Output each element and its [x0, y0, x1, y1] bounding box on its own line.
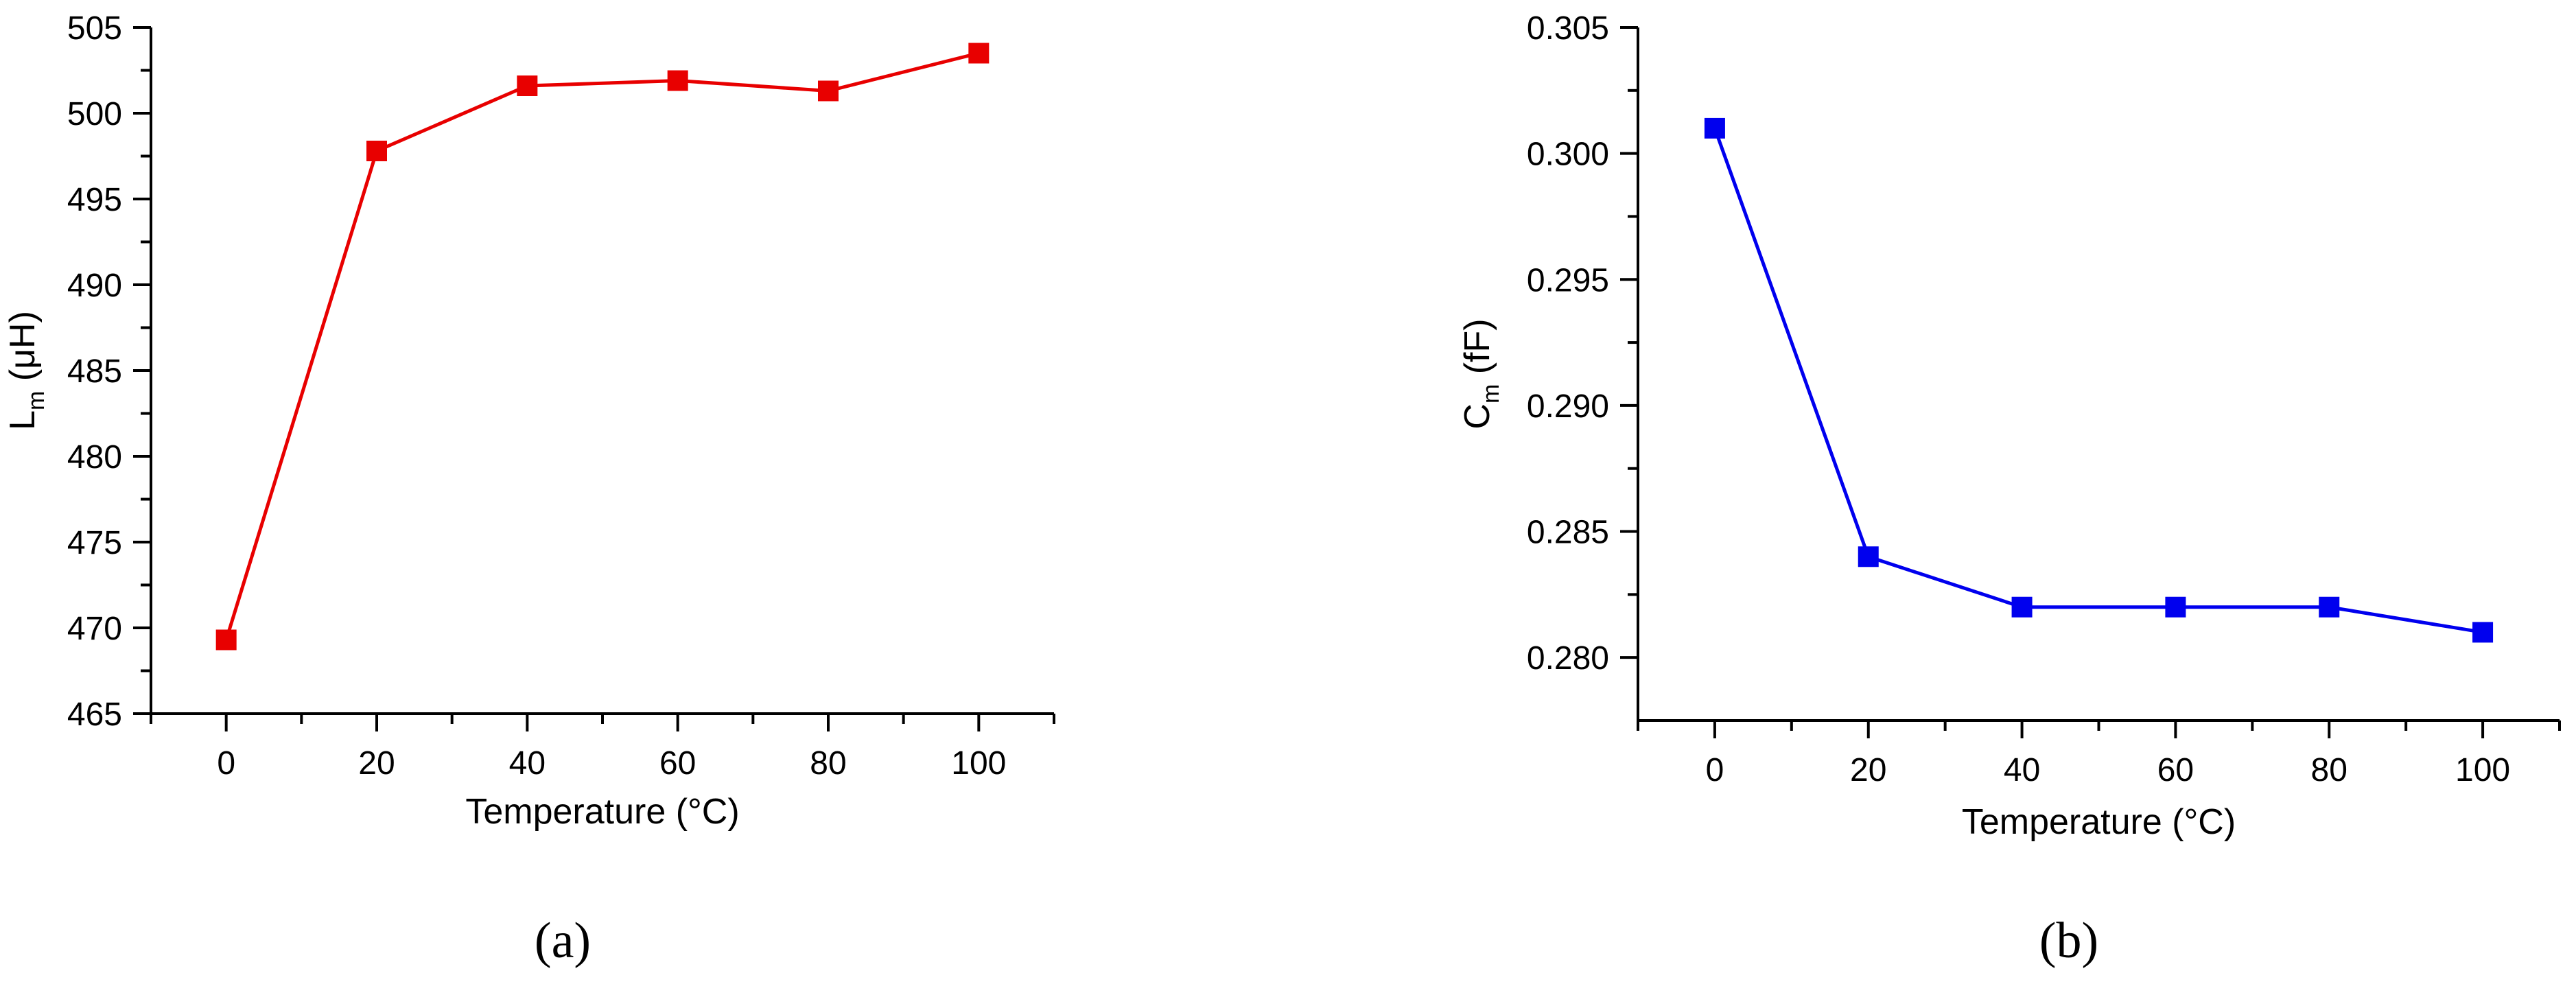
- data-point: [1704, 117, 1725, 139]
- data-point: [517, 75, 538, 96]
- y-tick-label: 0.300: [1527, 137, 1609, 173]
- panel-label: (a): [535, 913, 591, 969]
- x-axis-title: Temperature (°C): [1962, 802, 2236, 842]
- data-point: [2472, 622, 2494, 643]
- x-tick-label: 40: [2004, 752, 2040, 788]
- data-point: [818, 80, 839, 102]
- y-axis-title-main: L: [3, 410, 43, 430]
- data-point: [366, 141, 387, 161]
- y-axis-title-text: Cm (fF): [1457, 318, 1504, 429]
- chart-b: 0 20 40 60 80 100 0.280 0.285 0.290 0.295 0.300 0.3…: [1457, 10, 2561, 969]
- x-tick-label: 100: [2455, 752, 2510, 788]
- x-tick-label: 60: [659, 745, 696, 782]
- y-tick-label: 465: [67, 696, 122, 733]
- x-tick-label: 60: [2157, 752, 2194, 788]
- y-tick-label: 495: [67, 182, 122, 218]
- y-tick-label: 0.285: [1527, 515, 1609, 551]
- y-axis-title-main: C: [1457, 403, 1497, 430]
- data-point: [968, 43, 990, 64]
- panel-label: (b): [2039, 913, 2098, 969]
- x-tick-label: 100: [951, 745, 1006, 782]
- x-tick-label: 0: [1706, 752, 1724, 788]
- y-axis-title-unit: (fF): [1457, 318, 1497, 384]
- x-tick-label: 20: [1850, 752, 1886, 788]
- y-tick-label: 0.295: [1527, 262, 1609, 298]
- y-tick-label: 500: [67, 96, 122, 132]
- y-axis-title-text: Lm (μH): [3, 311, 49, 430]
- y-axis-title-sub: m: [23, 391, 49, 410]
- x-tick-label: 40: [509, 745, 546, 782]
- y-tick-label: 0.290: [1527, 388, 1609, 425]
- y-tick-label: 490: [67, 268, 122, 304]
- data-point: [2165, 596, 2186, 618]
- data-point: [2011, 596, 2033, 618]
- chart-a: 0 20 40 60 80 100 465 470 475 480 485 490 495 500 505 T…: [3, 10, 1055, 969]
- data-point: [667, 70, 688, 91]
- y-tick-label: 0.305: [1527, 10, 1609, 47]
- y-tick-label: 470: [67, 611, 122, 647]
- y-axis-title-unit: (μH): [3, 311, 43, 391]
- x-axis-title: Temperature (°C): [465, 792, 739, 832]
- data-point: [215, 629, 237, 651]
- y-tick-label: 505: [67, 10, 122, 47]
- y-tick-label: 485: [67, 353, 122, 390]
- y-tick-label: 480: [67, 439, 122, 476]
- x-tick-label: 80: [2311, 752, 2347, 788]
- y-axis-title: Lm (μH): [3, 311, 49, 430]
- x-tick-label: 0: [217, 745, 235, 782]
- series-line: [1713, 128, 2483, 634]
- x-tick-label: 20: [358, 745, 395, 782]
- y-tick-label: 0.280: [1527, 640, 1609, 677]
- y-axis-title: Cm (fF): [1457, 318, 1504, 429]
- y-tick-label: 475: [67, 525, 122, 561]
- series-line: [224, 51, 979, 641]
- y-axis-title-sub: m: [1478, 384, 1504, 403]
- data-point: [1858, 546, 1879, 567]
- x-tick-label: 80: [810, 745, 846, 782]
- data-point: [2319, 596, 2340, 618]
